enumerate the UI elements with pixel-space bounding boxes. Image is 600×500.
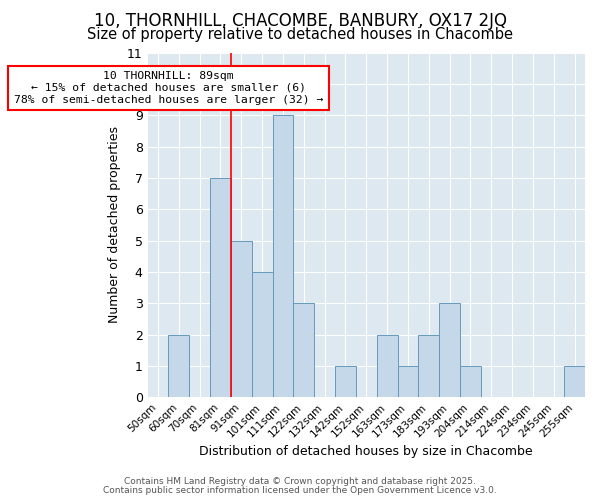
- Bar: [460, 366, 481, 397]
- Text: 10 THORNHILL: 89sqm
← 15% of detached houses are smaller (6)
78% of semi-detache: 10 THORNHILL: 89sqm ← 15% of detached ho…: [14, 72, 323, 104]
- Bar: [293, 303, 314, 397]
- X-axis label: Distribution of detached houses by size in Chacombe: Distribution of detached houses by size …: [199, 444, 533, 458]
- Text: Contains HM Land Registry data © Crown copyright and database right 2025.: Contains HM Land Registry data © Crown c…: [124, 477, 476, 486]
- Bar: [252, 272, 272, 397]
- Text: Contains public sector information licensed under the Open Government Licence v3: Contains public sector information licen…: [103, 486, 497, 495]
- Bar: [231, 240, 252, 397]
- Bar: [564, 366, 585, 397]
- Bar: [169, 334, 189, 397]
- Text: Size of property relative to detached houses in Chacombe: Size of property relative to detached ho…: [87, 28, 513, 42]
- Bar: [335, 366, 356, 397]
- Text: 10, THORNHILL, CHACOMBE, BANBURY, OX17 2JQ: 10, THORNHILL, CHACOMBE, BANBURY, OX17 2…: [94, 12, 506, 30]
- Bar: [210, 178, 231, 397]
- Bar: [272, 115, 293, 397]
- Y-axis label: Number of detached properties: Number of detached properties: [108, 126, 121, 324]
- Bar: [377, 334, 398, 397]
- Bar: [398, 366, 418, 397]
- Bar: [418, 334, 439, 397]
- Bar: [439, 303, 460, 397]
